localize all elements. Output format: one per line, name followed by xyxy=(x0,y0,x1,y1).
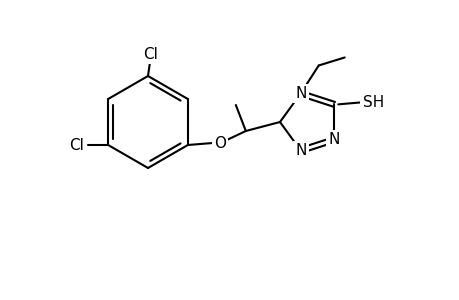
Text: O: O xyxy=(213,136,225,151)
Text: N: N xyxy=(294,86,306,101)
Text: Cl: Cl xyxy=(143,46,158,62)
Text: N: N xyxy=(294,143,306,158)
Text: Cl: Cl xyxy=(68,137,84,152)
Text: N: N xyxy=(328,132,339,147)
Text: SH: SH xyxy=(362,95,383,110)
